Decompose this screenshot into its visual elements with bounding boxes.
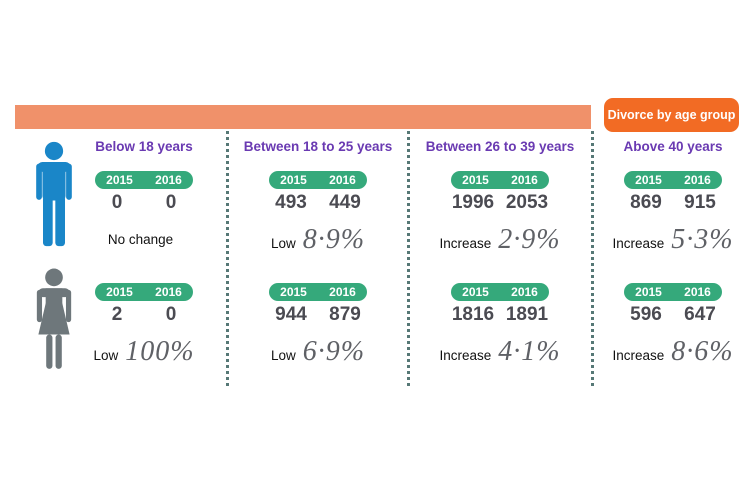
change-label: Increase [439, 236, 492, 251]
column-below-18: Below 18 years 2015 2016 0 0 No change 2… [86, 139, 202, 384]
change-value: 5·3% [671, 224, 734, 255]
year-2016-label: 2016 [329, 285, 356, 299]
value-2015: 1816 [451, 304, 495, 325]
change-value: 2·9% [498, 224, 561, 255]
change-value: 8·9% [302, 224, 366, 255]
year-2015-label: 2015 [635, 285, 662, 299]
change-label: Low [270, 348, 296, 363]
value-2015: 944 [275, 304, 307, 325]
top-bar [15, 105, 591, 129]
change-value: 4·1% [498, 336, 561, 367]
male-change: Increase 2·9% [422, 223, 578, 261]
male-values: 869 915 [619, 192, 727, 214]
year-pill: 2015 2016 [269, 283, 367, 301]
change-label: Increase [612, 236, 665, 251]
year-2015-label: 2015 [280, 285, 307, 299]
male-change: Low 8·9% [240, 223, 396, 261]
value-2015: 493 [275, 192, 307, 213]
year-pill: 2015 2016 [95, 283, 193, 301]
value-2016: 915 [684, 192, 716, 213]
change-label: Increase [439, 348, 492, 363]
column-divider [591, 131, 594, 386]
male-values: 1996 2053 [446, 192, 554, 214]
change-label: Low [270, 236, 296, 251]
year-2015-label: 2015 [462, 285, 489, 299]
female-change: Low 6·9% [240, 335, 396, 373]
column-header: Between 26 to 39 years [425, 139, 575, 154]
divorce-title-badge: Divorce by age group [604, 98, 739, 132]
column-26-39: Between 26 to 39 years 2015 2016 1996 20… [422, 139, 578, 384]
year-2016-label: 2016 [511, 285, 538, 299]
year-2016-label: 2016 [511, 173, 538, 187]
column-header: Between 18 to 25 years [243, 139, 393, 154]
change-label: Increase [612, 348, 665, 363]
year-2015-label: 2015 [462, 173, 489, 187]
column-18-25: Between 18 to 25 years 2015 2016 493 449… [240, 139, 396, 384]
change-value: 100% [125, 336, 195, 367]
female-change: Low 100% [86, 335, 202, 373]
value-2015: 2 [111, 304, 123, 325]
value-2016: 0 [165, 304, 177, 325]
male-change: Increase 5·3% [598, 223, 748, 261]
value-2015: 1996 [451, 192, 495, 213]
year-2015-label: 2015 [106, 173, 133, 187]
column-above-40: Above 40 years 2015 2016 869 915 Increas… [598, 139, 748, 384]
change-label: No change [107, 232, 174, 247]
year-2016-label: 2016 [155, 285, 182, 299]
change-label: Low [93, 348, 119, 363]
female-values: 596 647 [619, 304, 727, 326]
female-icon [36, 268, 72, 369]
year-2016-label: 2016 [329, 173, 356, 187]
male-change: No change [86, 223, 202, 257]
column-divider [226, 131, 229, 386]
female-values: 944 879 [264, 304, 372, 326]
year-2015-label: 2015 [635, 173, 662, 187]
value-2015: 596 [630, 304, 662, 325]
female-change: Increase 8·6% [598, 335, 748, 373]
year-pill: 2015 2016 [624, 171, 722, 189]
female-values: 1816 1891 [446, 304, 554, 326]
male-values: 493 449 [264, 192, 372, 214]
column-header: Below 18 years [95, 139, 193, 154]
value-2015: 869 [630, 192, 662, 213]
column-divider [407, 131, 410, 386]
male-values: 0 0 [90, 192, 198, 214]
year-pill: 2015 2016 [451, 171, 549, 189]
year-2016-label: 2016 [155, 173, 182, 187]
male-icon [36, 141, 72, 247]
year-pill: 2015 2016 [269, 171, 367, 189]
value-2016: 2053 [505, 192, 549, 213]
female-change: Increase 4·1% [422, 335, 578, 373]
value-2016: 879 [329, 304, 361, 325]
change-value: 8·6% [671, 336, 734, 367]
year-2015-label: 2015 [106, 285, 133, 299]
change-value: 6·9% [302, 336, 366, 367]
female-values: 2 0 [90, 304, 198, 326]
value-2016: 0 [165, 192, 177, 213]
value-2016: 449 [329, 192, 361, 213]
column-header: Above 40 years [623, 139, 723, 154]
value-2016: 1891 [505, 304, 549, 325]
year-2015-label: 2015 [280, 173, 307, 187]
year-pill: 2015 2016 [624, 283, 722, 301]
value-2016: 647 [684, 304, 716, 325]
divorce-title-label: Divorce by age group [607, 108, 736, 122]
year-2016-label: 2016 [684, 285, 711, 299]
year-pill: 2015 2016 [451, 283, 549, 301]
year-2016-label: 2016 [684, 173, 711, 187]
year-pill: 2015 2016 [95, 171, 193, 189]
value-2015: 0 [111, 192, 123, 213]
